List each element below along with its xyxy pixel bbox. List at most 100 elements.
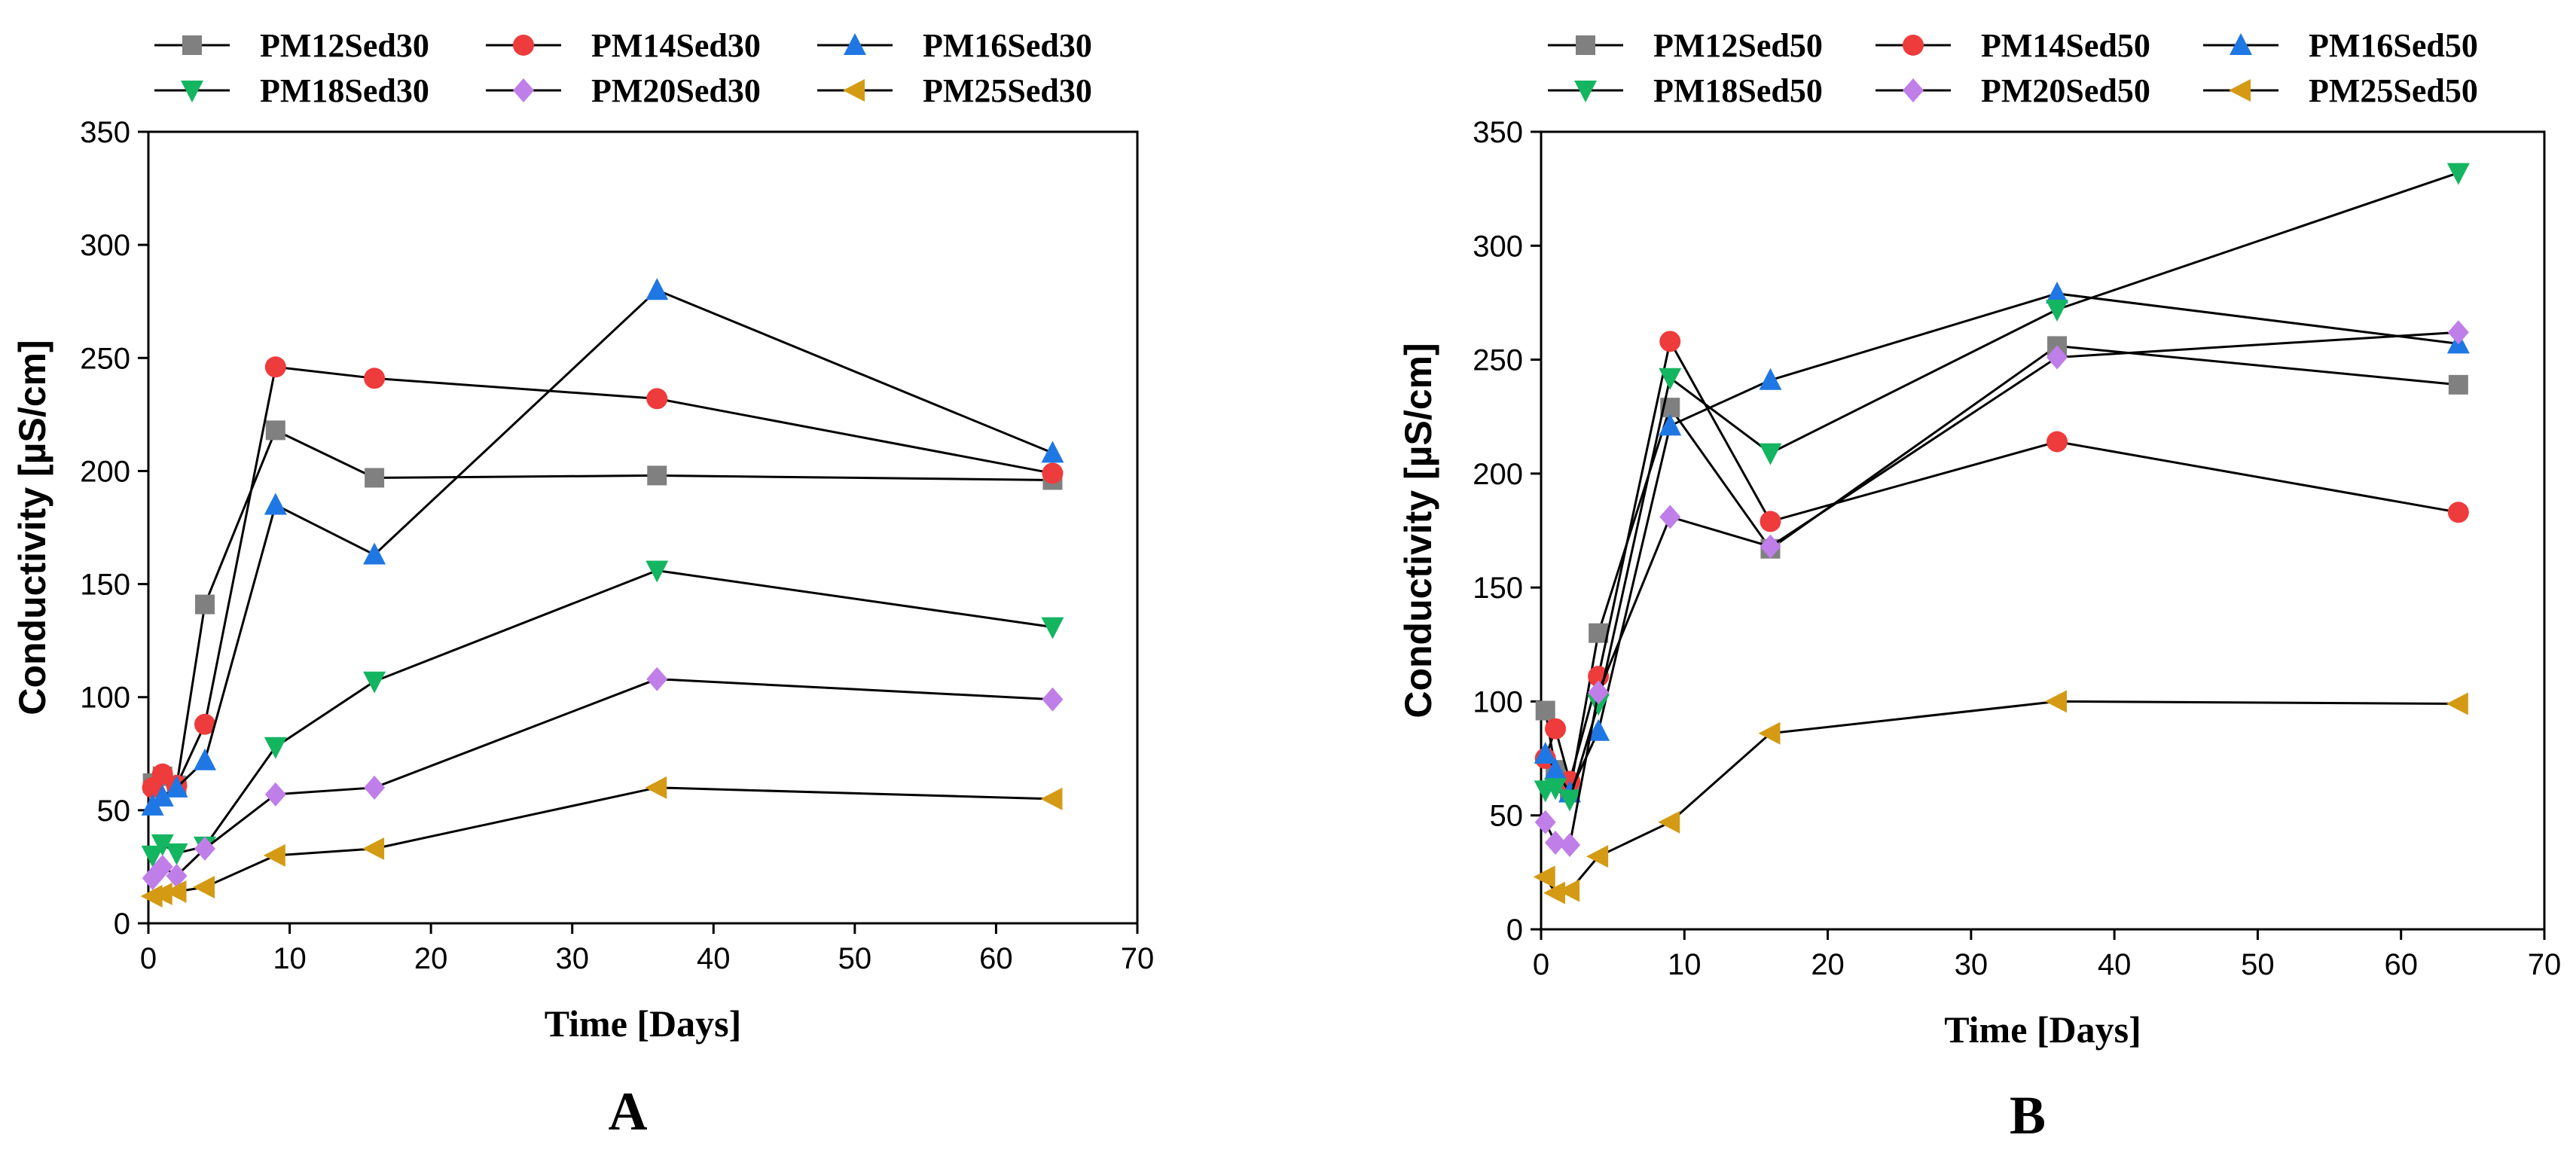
data-point [151,834,174,856]
x-tick-label: 30 [1955,948,1988,981]
y-axis-title: Conductivity [µS/cm] [11,340,53,715]
y-tick-label: 50 [97,795,131,828]
chart-panel-a: 0 10 20 30 40 50 60 70 0 50 100 150 200 250 300 350 Time… [11,27,1154,1142]
legend-entry: PM18Sed30 [154,72,429,109]
data-point [1758,721,1781,745]
legend-marker [1903,78,1924,102]
data-point [1588,680,1610,705]
data-point [2046,431,2068,453]
legend-label: PM20Sed50 [1981,72,2150,109]
series-line [1544,331,2458,846]
data-point [164,880,187,903]
data-point [1535,700,1555,721]
legend-marker [843,79,865,102]
series-line [152,786,1053,898]
x-axis-title: Time [Days] [545,1002,742,1045]
data-point [194,836,216,861]
data-point [151,763,173,785]
data-point [264,356,286,378]
legend-label: PM18Sed50 [1653,72,1823,109]
data-point [141,845,164,868]
data-point [645,776,667,799]
chart-panel-b: 0 10 20 30 40 50 60 70 0 50 100 150 200 250 300 350 Time… [1397,27,2561,1145]
data-point [1534,742,1557,764]
plot-area [147,130,1139,925]
data-point [1587,694,1610,716]
legend-label: PM16Sed50 [2309,27,2478,64]
data-point [1544,778,1567,801]
legend-marker [1574,81,1597,102]
x-tick-label: 50 [2241,948,2275,981]
data-point [1545,831,1567,856]
y-tick-label: 150 [1473,572,1523,605]
data-point [647,465,667,486]
x-tick-label: 70 [1121,942,1155,975]
data-point [193,875,215,898]
y-tick-label: 0 [114,907,130,941]
y-tick-label: 350 [80,116,130,149]
series-line [1544,292,2459,795]
data-point [264,493,287,515]
legend-marker [513,35,534,56]
data-point [646,388,668,410]
data-point [150,882,172,905]
y-tick-label: 250 [1473,344,1523,377]
series-line [151,678,1053,879]
data-point [364,368,386,389]
x-tick-label: 0 [1533,948,1549,981]
data-point [264,782,286,807]
legend-label: PM16Sed30 [923,27,1092,64]
data-point [364,775,386,800]
data-point [165,775,188,798]
legend-marker [1903,35,1924,56]
data-point [1658,810,1680,834]
series-PM25Sed30 [140,776,1063,907]
panel-label: A [609,1081,648,1142]
data-point [265,420,285,441]
legend-marker [1576,35,1595,55]
y-tick-label: 150 [80,569,130,602]
data-point [646,666,668,691]
series-PM16Sed30 [141,278,1064,816]
legend-label: PM12Sed30 [260,27,429,64]
data-point [1760,511,1781,532]
legend-marker [2230,33,2252,55]
data-point [1558,879,1580,902]
plot-area [1540,130,2546,931]
legend-entry: PM20Sed30 [486,72,761,109]
x-axis-title: Time [Days] [1944,1008,2141,1051]
x-tick-label: 50 [838,942,872,975]
series-PM16Sed50 [1534,281,2470,803]
data-point [1589,623,1609,643]
data-point [2447,502,2469,523]
series-PM20Sed50 [1534,320,2469,858]
series-PM12Sed50 [1535,336,2468,803]
data-point [363,542,386,565]
legend-entry: PM12Sed50 [1548,27,1823,64]
legend-label: PM12Sed50 [1653,27,1823,64]
data-point [1659,331,1681,352]
legend-entry: PM18Sed50 [1548,72,1823,109]
series-PM20Sed30 [142,666,1064,890]
data-point [2448,374,2468,395]
legend-marker [181,81,203,102]
legend-label: PM20Sed30 [591,72,761,109]
legend-label: PM25Sed30 [923,72,1092,109]
legend-label: PM18Sed30 [260,72,429,109]
data-point [1042,462,1064,484]
x-tick-label: 60 [979,942,1013,975]
data-point [1759,443,1782,465]
legend-entry: PM25Sed30 [817,72,1092,109]
series-line [1544,338,2459,786]
y-tick-label: 100 [80,682,130,715]
x-tick-label: 60 [2384,948,2418,981]
y-tick-label: 200 [1473,458,1523,491]
series-PM14Sed50 [1534,331,2469,792]
series-line [1544,700,2458,895]
data-point [263,843,285,867]
data-point [1543,881,1566,904]
data-point [165,843,188,865]
y-tick-label: 100 [1473,685,1523,718]
data-point [1587,718,1610,741]
legend-marker [513,78,534,102]
